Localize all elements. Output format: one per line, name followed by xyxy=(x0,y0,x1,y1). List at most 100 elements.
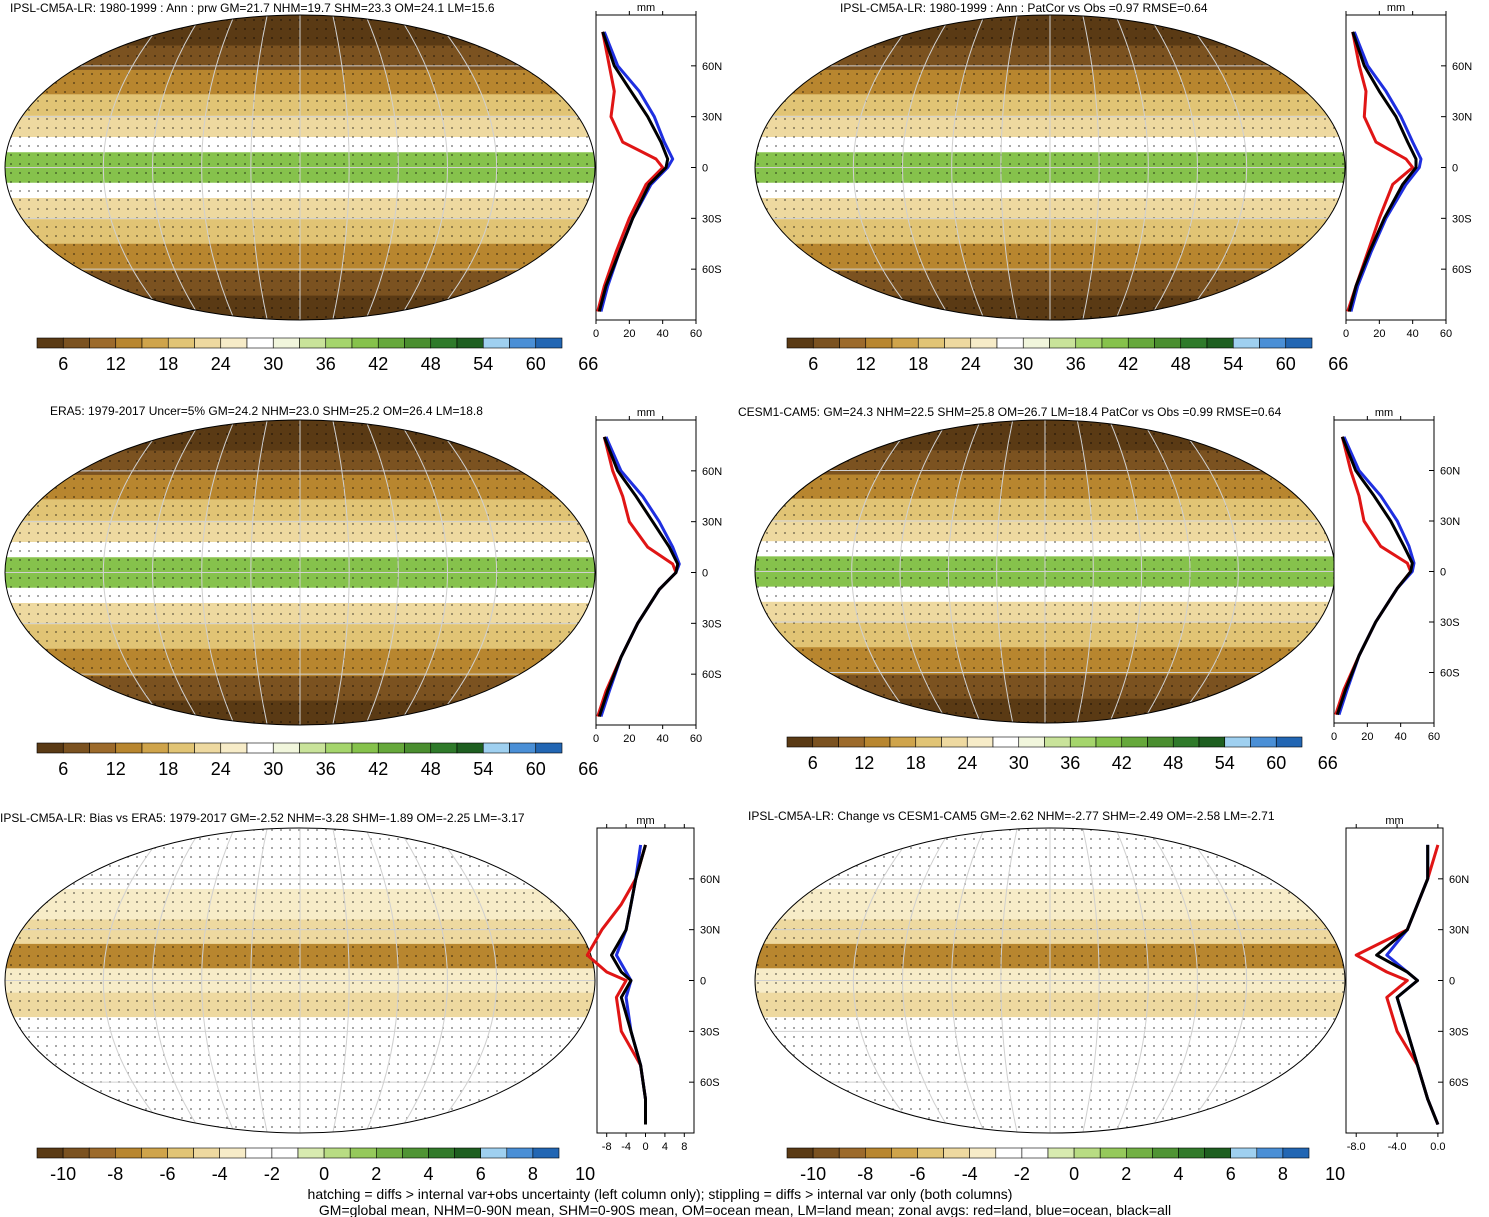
profile-y-label: 30N xyxy=(1449,925,1469,937)
profile-x-label: 40 xyxy=(1395,731,1407,743)
colorbar-cell xyxy=(167,1147,194,1159)
colorbar-label: 10 xyxy=(1325,1164,1345,1184)
profile-y-label: 30S xyxy=(702,213,722,225)
profile-unit: mm xyxy=(637,407,655,419)
colorbar-cell xyxy=(1154,337,1182,349)
colorbar-cell xyxy=(812,337,840,349)
colorbar-cell xyxy=(402,1147,429,1159)
colorbar-cell xyxy=(456,337,484,349)
panel-6-zonal-profile: mm -8.0 -4.0 0.0 60N 30N 0 30S 60S xyxy=(1345,815,1469,1153)
colorbar-label: 48 xyxy=(421,759,441,779)
colorbar-cell xyxy=(115,337,143,349)
colorbar-cell xyxy=(299,337,327,349)
colorbar-cell xyxy=(1230,1147,1258,1159)
colorbar-label: 24 xyxy=(211,354,231,374)
colorbar-cell xyxy=(88,1147,116,1159)
profile-unit: mm xyxy=(636,815,654,827)
panel-3-zonal-profile: mm 0 20 40 60 60N 30N 0 30S 60S xyxy=(593,407,722,745)
panel-2: IPSL-CM5A-LR: 1980-1999 : Ann : PatCor v… xyxy=(754,1,1472,374)
profile-x-label: -4.0 xyxy=(1388,1141,1407,1153)
colorbar-cell xyxy=(1285,337,1313,349)
profile-y-label: 0 xyxy=(700,976,706,988)
profile-x-label: 40 xyxy=(1407,328,1419,340)
colorbar-cell xyxy=(1127,337,1155,349)
colorbar-cell xyxy=(404,337,432,349)
graticule-lon xyxy=(1147,828,1198,1133)
profile-x-label: 60 xyxy=(1440,328,1452,340)
graticule-lon xyxy=(902,828,953,1133)
colorbar-cell xyxy=(323,1147,351,1159)
colorbar-label: 12 xyxy=(856,354,876,374)
profile-frame xyxy=(596,827,695,1134)
colorbar-cell xyxy=(1204,1147,1231,1159)
colorbar-cell xyxy=(786,736,814,748)
colorbar-label: 6 xyxy=(808,354,818,374)
colorbar-cell xyxy=(786,337,814,349)
colorbar-cell xyxy=(1180,337,1208,349)
profile-y-label: 60S xyxy=(700,1077,720,1089)
colorbar-label: 60 xyxy=(526,354,546,374)
graticule-lon xyxy=(397,420,448,725)
graticule-lon xyxy=(1082,828,1100,1133)
colorbar-label: 6 xyxy=(476,1164,486,1184)
graticule-lon xyxy=(1000,828,1018,1133)
colorbar-label: 8 xyxy=(528,1164,538,1184)
colorbar-cell xyxy=(532,1147,560,1159)
colorbar-label: 48 xyxy=(1171,354,1191,374)
panel-6-title: IPSL-CM5A-LR: Change vs CESM1-CAM5 GM=-2… xyxy=(748,809,1275,823)
profile-x-label: 8 xyxy=(681,1141,687,1153)
graticule-lon xyxy=(250,15,268,320)
colorbar-cell xyxy=(272,742,300,754)
profile-y-label: 30N xyxy=(702,112,722,124)
colorbar-label: 12 xyxy=(106,354,126,374)
colorbar-cell xyxy=(1224,736,1251,748)
colorbar-cell xyxy=(36,337,64,349)
colorbar-label: 54 xyxy=(1215,753,1235,773)
colorbar-cell xyxy=(167,742,195,754)
graticule-lon xyxy=(947,420,982,723)
profile-line-all xyxy=(1347,31,1418,312)
colorbar-cell xyxy=(1232,337,1260,349)
profile-x-label: 0 xyxy=(1331,731,1337,743)
colorbar-cell xyxy=(349,1147,377,1159)
colorbar-cell xyxy=(1126,1147,1153,1159)
graticule-lon xyxy=(851,420,917,723)
graticule-lon xyxy=(1000,15,1018,320)
graticule-lon xyxy=(1082,15,1100,320)
panel-5: IPSL-CM5A-LR: Bias vs ERA5: 1979-2017 GM… xyxy=(0,811,720,1184)
colorbar-cell xyxy=(89,742,117,754)
graticule-lon xyxy=(852,15,920,320)
panel-6-map xyxy=(754,827,1346,1134)
colorbar-label: 4 xyxy=(423,1164,433,1184)
profile-x-label: 20 xyxy=(623,733,635,745)
colorbar-cell xyxy=(915,736,942,748)
colorbar-cell xyxy=(454,1147,482,1159)
graticule-lon xyxy=(1180,828,1248,1133)
colorbar-cell xyxy=(1259,337,1287,349)
map-border xyxy=(754,14,1346,321)
profile-x-label: -4 xyxy=(621,1141,631,1153)
colorbar-cell xyxy=(220,742,248,754)
colorbar-cell xyxy=(62,742,90,754)
panel-4-title: CESM1-CAM5: GM=24.3 NHM=22.5 SHM=25.8 OM… xyxy=(738,405,1282,419)
profile-x-label: 60 xyxy=(690,328,702,340)
colorbar-cell xyxy=(812,1147,840,1159)
profile-y-label: 30S xyxy=(700,1026,720,1038)
profile-y-label: 0 xyxy=(1440,567,1446,579)
graticule-lon xyxy=(365,420,399,725)
colorbar-cell xyxy=(891,1147,918,1159)
colorbar-cell xyxy=(917,1147,944,1159)
graticule-lon xyxy=(250,420,268,725)
panel-2-colorbar: 6 12 18 24 30 36 42 48 54 60 66 xyxy=(786,337,1348,374)
colorbar-label: 0 xyxy=(319,1164,329,1184)
colorbar-cell xyxy=(194,742,222,754)
colorbar-cell xyxy=(428,1147,455,1159)
colorbar-cell xyxy=(535,337,563,349)
panel-1-title: IPSL-CM5A-LR: 1980-1999 : Ann : prw GM=2… xyxy=(10,1,495,15)
colorbar-label: -2 xyxy=(1014,1164,1030,1184)
colorbar-label: -4 xyxy=(212,1164,228,1184)
colorbar-label: 18 xyxy=(908,354,928,374)
profile-x-label: 4 xyxy=(662,1141,668,1153)
colorbar-label: -10 xyxy=(50,1164,76,1184)
map-border xyxy=(4,827,596,1134)
